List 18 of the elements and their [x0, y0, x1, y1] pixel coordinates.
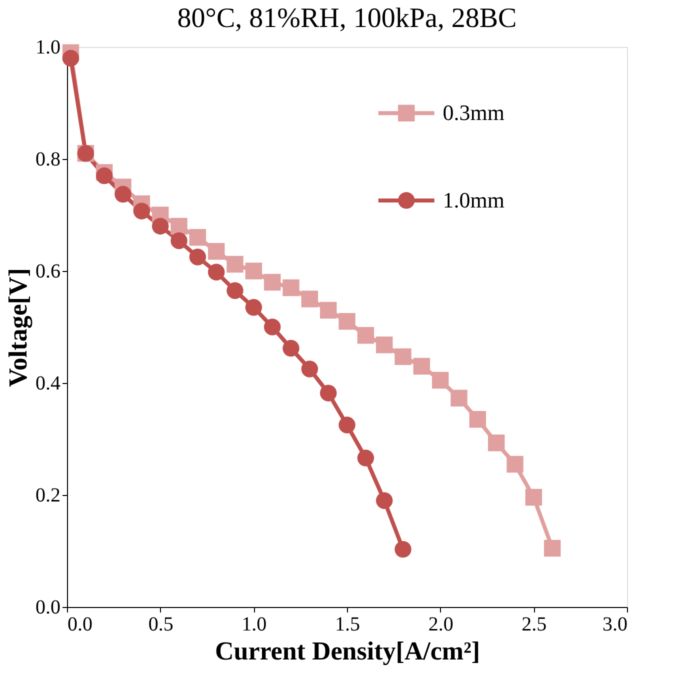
- x-tick-label: 0.5: [148, 614, 174, 636]
- legend-label: 0.3mm: [442, 100, 504, 126]
- y-tick-label: 0.0: [36, 596, 60, 618]
- y-tick-label: 0.8: [36, 148, 60, 170]
- legend-label: 1.0mm: [442, 187, 504, 212]
- y-tick-label: 0.4: [36, 372, 60, 394]
- y-tick-label: 0.6: [36, 260, 60, 282]
- chart-title: 80°C, 81%RH, 100kPa, 28BC: [177, 3, 517, 34]
- x-tick-label: 1.0: [242, 614, 267, 636]
- x-axis-title: Current Density[A/cm²]: [214, 636, 480, 666]
- y-tick-label: 1.0: [36, 36, 60, 58]
- x-tick-label: 1.5: [335, 614, 360, 636]
- y-tick-label: 0.2: [36, 484, 60, 506]
- x-tick-label: 2.0: [428, 614, 454, 636]
- x-tick-label: 2.5: [522, 614, 547, 636]
- x-tick-label: 3.0: [602, 614, 628, 636]
- y-axis-title: Voltage[V]: [4, 268, 32, 387]
- x-tick-label: 0.0: [68, 614, 92, 636]
